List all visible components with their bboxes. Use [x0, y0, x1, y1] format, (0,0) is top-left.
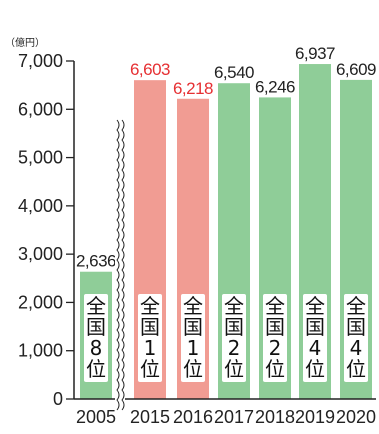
x-axis: 2005 2015 2016 2017 2018 2019 2020: [74, 398, 376, 427]
rank-label-char: 全: [346, 294, 366, 318]
rank-label-char: 8: [90, 336, 103, 360]
rank-box: [263, 294, 287, 382]
x-tick-label: 2017: [214, 407, 254, 427]
rank-label-char: 4: [309, 336, 322, 360]
rank-label-char: 位: [305, 357, 325, 381]
rank-label-char: 位: [86, 357, 106, 381]
rank-label-char: 全: [183, 294, 203, 318]
rank-label-char: 位: [224, 357, 244, 381]
rank-label-char: 1: [144, 336, 157, 360]
rank-label-char: 1: [187, 336, 200, 360]
axis-break-line: [121, 119, 125, 411]
rank-label-char: 全: [305, 294, 325, 318]
rank-label-char: 全: [224, 294, 244, 318]
unit-label: （億円）: [5, 36, 45, 49]
y-tick-label: 1,000: [18, 341, 63, 361]
rank-label-char: 国: [305, 315, 325, 339]
value-label: 6,540: [214, 63, 254, 82]
x-tick-label: 2005: [76, 407, 116, 427]
rank-label-char: 国: [265, 315, 285, 339]
y-tick-label: 4,000: [18, 196, 63, 216]
y-tick-label: 0: [53, 389, 63, 409]
rank-label-char: 位: [183, 357, 203, 381]
value-label: 6,246: [255, 77, 295, 96]
rank-label-char: 国: [140, 315, 160, 339]
axis-break-line: [116, 119, 120, 411]
x-tick-label: 2016: [173, 407, 213, 427]
y-tick-label: 3,000: [18, 244, 63, 264]
rank-label-char: 全: [140, 294, 160, 318]
y-tick-label: 6,000: [18, 99, 63, 119]
rank-label-char: 国: [86, 315, 106, 339]
bars: 2,636全国8位6,603全国1位6,218全国1位6,540全国2位6,24…: [76, 44, 377, 400]
rank-box: [222, 294, 246, 382]
y-tick-label: 2,000: [18, 292, 63, 312]
rank-box: [181, 294, 205, 382]
x-tick-label: 2015: [130, 407, 170, 427]
y-axis: 0 1,000 2,000 3,000 4,000 5,000 6,000 7,000: [18, 51, 75, 409]
y-tick-label: 7,000: [18, 51, 63, 71]
value-label: 6,937: [295, 44, 335, 63]
rank-label-char: 国: [346, 315, 366, 339]
rank-label-char: 位: [265, 357, 285, 381]
rank-label-char: 国: [183, 315, 203, 339]
axis-break-gap: [115, 118, 125, 412]
rank-label-char: 4: [350, 336, 363, 360]
x-tick-label: 2020: [336, 407, 376, 427]
value-label: 6,603: [130, 60, 170, 79]
value-label: 6,609: [336, 60, 376, 79]
y-tick-label: 5,000: [18, 148, 63, 168]
rank-box: [303, 294, 327, 382]
rank-label-char: 2: [269, 336, 282, 360]
axis-break: [115, 118, 125, 412]
rank-label-char: 2: [228, 336, 241, 360]
rank-label-char: 位: [346, 357, 366, 381]
rank-box: [84, 294, 108, 382]
x-tick-label: 2018: [255, 407, 295, 427]
rank-box: [138, 294, 162, 382]
rank-label-char: 位: [140, 357, 160, 381]
x-tick-label: 2019: [295, 407, 335, 427]
value-label: 2,636: [76, 252, 116, 271]
rank-label-char: 国: [224, 315, 244, 339]
rank-label-char: 全: [86, 294, 106, 318]
rank-label-char: 全: [265, 294, 285, 318]
value-label: 6,218: [173, 79, 213, 98]
rank-box: [344, 294, 368, 382]
